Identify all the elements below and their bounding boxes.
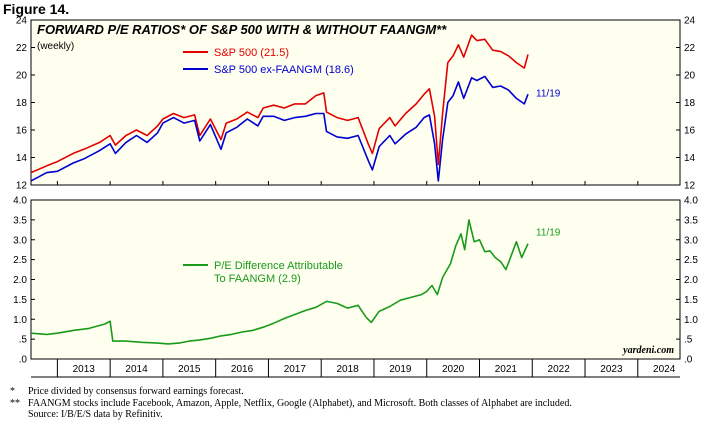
- y-tick-label-right: 1.5: [684, 295, 698, 306]
- x-tick-label: 2022: [548, 364, 571, 375]
- y-tick-label-right: 3.5: [684, 215, 698, 226]
- bottom-panel-frame: [30, 199, 681, 360]
- footnote-text: Source: I/B/E/S data by Refinitiv.: [28, 409, 163, 420]
- y-tick-label-left: 20: [16, 71, 28, 82]
- x-tick-label: 2016: [231, 364, 254, 375]
- y-tick-label-left: .5: [19, 335, 28, 346]
- x-tick-label: 2015: [178, 364, 201, 375]
- footnote-text: Price divided by consensus forward earni…: [28, 386, 244, 397]
- y-tick-label-right: 4.0: [684, 196, 698, 207]
- pe-difference-line: [30, 219, 529, 345]
- y-tick-label-left: 3.5: [13, 215, 27, 226]
- legend-label: P/E Difference Attributable To FAANGM (2.…: [214, 260, 343, 285]
- end-date-annotation: 11/19: [536, 228, 561, 239]
- source-credit: yardeni.com: [622, 345, 674, 356]
- y-tick-label-left: 4.0: [13, 196, 27, 207]
- x-tick-label: 2014: [125, 364, 148, 375]
- y-tick-label-left: 1.5: [13, 295, 27, 306]
- y-tick-label-left: 2.0: [13, 275, 27, 286]
- legend-label: S&P 500 ex-FAANGM (18.6): [214, 64, 354, 76]
- y-tick-label-left: .0: [19, 355, 28, 366]
- footnote-3: Source: I/B/E/S data by Refinitiv.: [10, 409, 163, 420]
- x-tick-label: 2017: [284, 364, 307, 375]
- x-tick-label: 2023: [600, 364, 623, 375]
- y-tick-label-right: 3.0: [684, 235, 698, 246]
- x-tick-label: 2013: [73, 364, 96, 375]
- chart-subtitle: (weekly): [37, 41, 74, 52]
- y-tick-label-right: 12: [684, 181, 696, 192]
- footnote-1: * Price divided by consensus forward earn…: [10, 386, 244, 397]
- x-tick-label: 2019: [389, 364, 412, 375]
- x-tick-label: 2018: [336, 364, 359, 375]
- footnote-text: FAANGM stocks include Facebook, Amazon, …: [28, 398, 572, 409]
- ex-faangm-line: [30, 75, 529, 182]
- y-tick-label-right: 1.0: [684, 315, 698, 326]
- top-panel-frame: [30, 19, 681, 186]
- y-tick-label-right: 22: [684, 43, 696, 54]
- sp500-line: [30, 34, 529, 174]
- y-tick-label-right: 14: [684, 153, 696, 164]
- footnote-mark: **: [10, 398, 20, 409]
- end-date-annotation: 11/19: [536, 88, 561, 99]
- x-tick-label: 2020: [442, 364, 465, 375]
- y-tick-label-left: 24: [16, 16, 28, 27]
- y-tick-label-left: 1.0: [13, 315, 27, 326]
- chart-title: FORWARD P/E RATIOS* OF S&P 500 WITH & WI…: [37, 22, 447, 37]
- x-tick-label: 2021: [495, 364, 518, 375]
- y-tick-label-right: 18: [684, 98, 696, 109]
- y-tick-label-right: 2.5: [684, 255, 698, 266]
- y-tick-label-right: .0: [684, 355, 693, 366]
- y-tick-label-left: 16: [16, 126, 28, 137]
- y-tick-label-right: 24: [684, 16, 696, 27]
- footnote-mark: *: [10, 386, 15, 397]
- y-tick-label-left: 2.5: [13, 255, 27, 266]
- y-tick-label-left: 12: [16, 181, 28, 192]
- y-tick-label-left: 22: [16, 43, 28, 54]
- figure-label: Figure 14.: [3, 1, 70, 17]
- y-tick-label-left: 14: [16, 153, 28, 164]
- y-tick-label-left: 3.0: [13, 235, 27, 246]
- y-tick-label-right: 2.0: [684, 275, 698, 286]
- y-tick-label-left: 18: [16, 98, 28, 109]
- y-tick-label-right: .5: [684, 335, 693, 346]
- y-tick-label-right: 16: [684, 126, 696, 137]
- x-tick-label: 2024: [653, 364, 676, 375]
- footnote-2: ** FAANGM stocks include Facebook, Amazon…: [10, 398, 572, 409]
- y-tick-label-right: 20: [684, 71, 696, 82]
- legend-label: S&P 500 (21.5): [214, 47, 289, 59]
